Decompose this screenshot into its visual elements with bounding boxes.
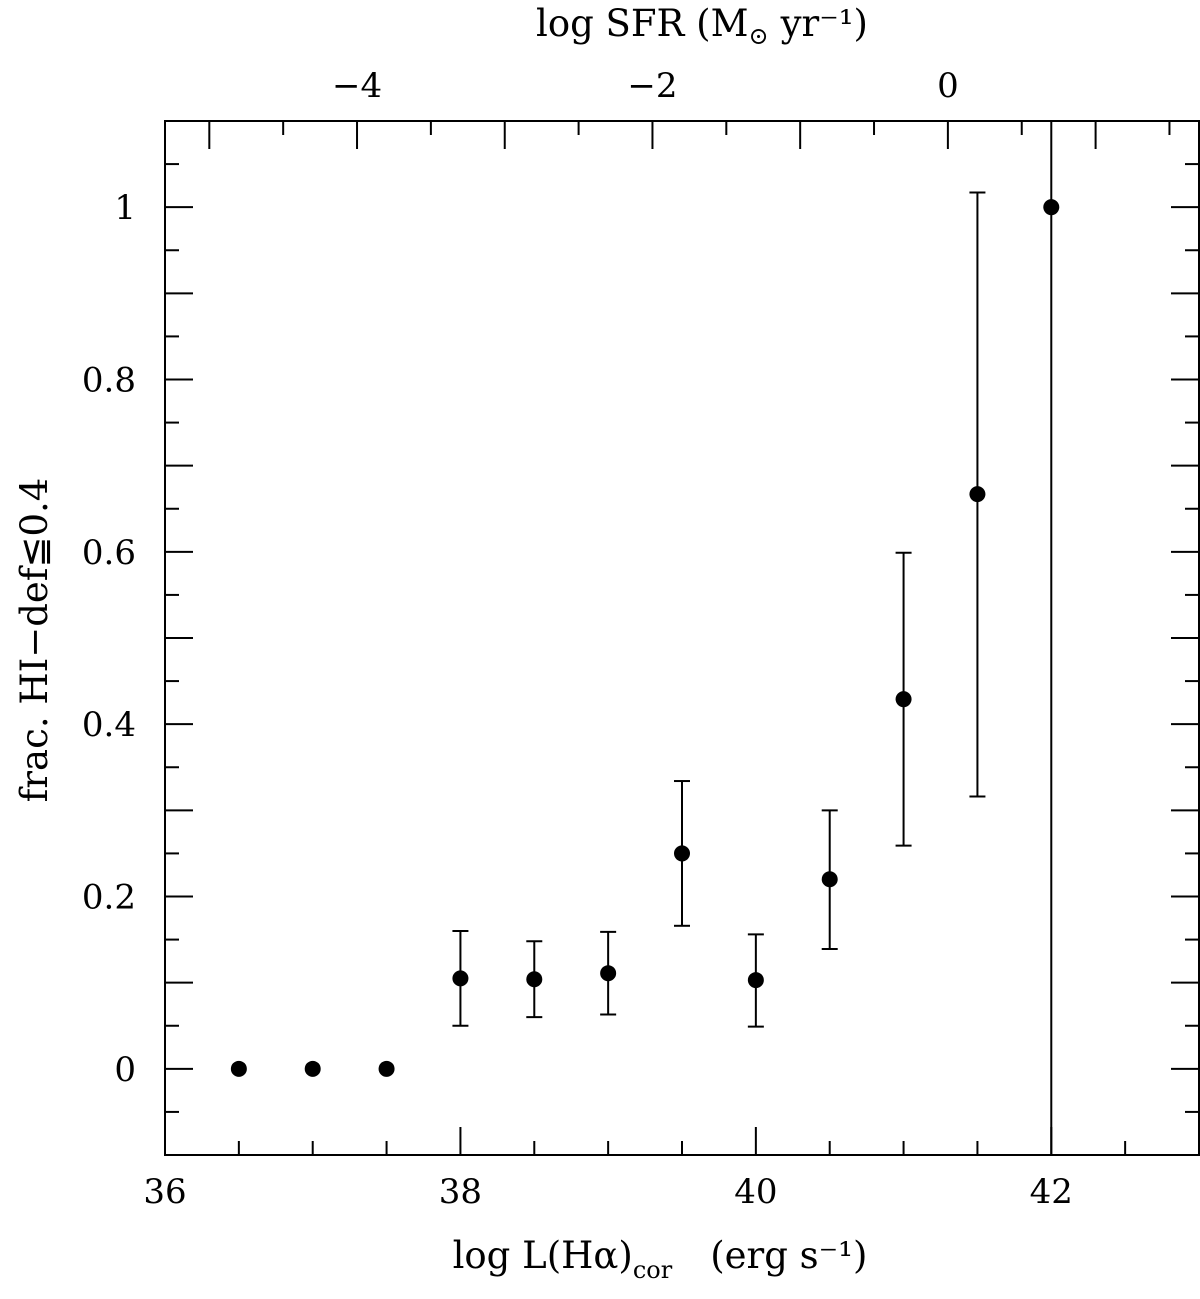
data-point — [747, 972, 764, 989]
y-tick-label: 0.2 — [82, 878, 136, 918]
data-point — [821, 871, 838, 888]
x-axis-title-main: log L(Hα) — [453, 1234, 633, 1277]
top-axis-title-units: yr⁻¹) — [780, 2, 868, 45]
top-axis-title-sun: ⊙ — [749, 22, 769, 50]
x-tick-label: 38 — [439, 1172, 482, 1212]
data-point — [304, 1060, 321, 1077]
x-axis-title-units: (erg s⁻¹) — [710, 1234, 867, 1277]
data-point — [452, 970, 469, 987]
y-tick-label: 1 — [114, 188, 136, 228]
top-axis-title-main: log SFR (M — [536, 2, 749, 45]
x-tick-label: 40 — [734, 1172, 777, 1212]
tick-labels: 36 38 40 42 −4 −2 0 0 0.2 0.4 0.6 0.8 1 — [82, 66, 1073, 1212]
data-point — [526, 971, 543, 988]
y-tick-label: 0.4 — [82, 705, 136, 745]
plot-frame — [164, 120, 1200, 1156]
data-point — [969, 486, 986, 503]
y-tick-label: 0 — [114, 1050, 136, 1090]
data-point — [600, 965, 617, 982]
x-tick-label: 42 — [1030, 1172, 1073, 1212]
top-tick-label: −4 — [332, 66, 382, 106]
y-tick-label: 0.8 — [82, 361, 136, 401]
top-axis-title: log SFR (M⊙ yr⁻¹) — [536, 2, 868, 50]
data-point — [378, 1060, 395, 1077]
data-point — [674, 845, 690, 862]
top-tick-label: 0 — [937, 66, 959, 106]
axis-ticks — [164, 120, 1200, 1156]
y-axis-title: frac. HI−def≦0.4 — [13, 478, 56, 803]
error-bars — [452, 121, 1053, 1155]
data-point — [1043, 199, 1060, 216]
data-point — [230, 1060, 247, 1077]
data-point — [895, 691, 912, 708]
x-tick-label: 36 — [143, 1172, 186, 1212]
data-points — [230, 199, 1060, 1077]
x-axis-title: log L(Hα)cor (erg s⁻¹) — [453, 1234, 868, 1284]
y-tick-label: 0.6 — [82, 533, 136, 573]
x-axis-title-subscript: cor — [633, 1256, 673, 1284]
top-tick-label: −2 — [627, 66, 677, 106]
